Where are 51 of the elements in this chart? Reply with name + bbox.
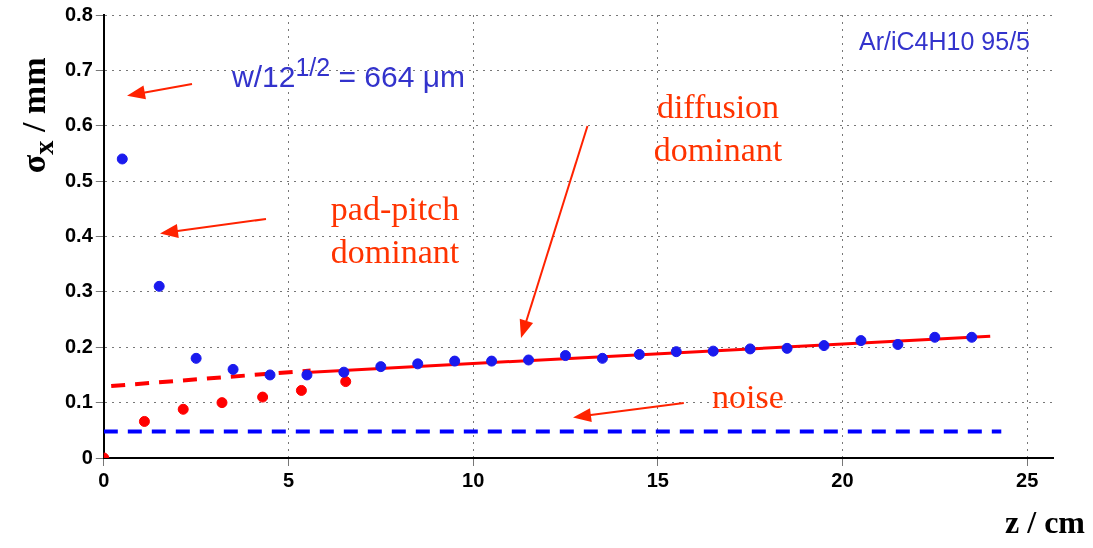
y-tick-label: 0.3 — [64, 279, 93, 302]
y-tick-label: 0 — [81, 445, 93, 468]
point — [153, 280, 165, 292]
point — [264, 369, 276, 381]
point — [633, 348, 645, 360]
point — [744, 343, 756, 355]
point — [670, 346, 682, 358]
x-tick-label: 0 — [98, 468, 110, 491]
point — [116, 153, 128, 165]
point — [177, 403, 189, 415]
point — [216, 397, 228, 409]
x-tick-label: 10 — [462, 468, 485, 491]
point — [855, 335, 867, 347]
x-tick-label: 15 — [646, 468, 669, 491]
point — [295, 384, 307, 396]
point — [449, 355, 461, 367]
y-tick-label: 0.6 — [64, 113, 93, 136]
point — [138, 415, 150, 427]
point — [412, 358, 424, 370]
point — [818, 340, 830, 352]
y-tick-label: 0.5 — [64, 168, 93, 191]
point — [340, 376, 352, 388]
annotation: Ar/iC4H10 95/5 — [858, 26, 1030, 57]
point — [338, 366, 350, 378]
point — [523, 354, 535, 366]
x-tick-label: 20 — [831, 468, 854, 491]
point — [190, 352, 202, 364]
y-tick-label: 0.2 — [64, 334, 93, 357]
x-tick-label: 5 — [282, 468, 295, 491]
annotation: pad-pitch dominant — [329, 189, 461, 272]
point — [966, 331, 978, 343]
y-tick-label: 0.1 — [64, 390, 93, 413]
point — [257, 391, 269, 403]
x-axis-title: z / cm — [1005, 504, 1085, 541]
point — [486, 355, 498, 367]
y-tick-label: 0.8 — [64, 2, 93, 25]
annotation: noise — [712, 377, 785, 417]
point — [781, 342, 793, 354]
point — [596, 352, 608, 364]
y-tick-label: 0.4 — [64, 224, 94, 247]
point — [892, 338, 904, 350]
x-tick-label: 25 — [1016, 468, 1039, 491]
annotation: w/12$^{1/2}$ = 664 μm — [232, 52, 466, 95]
point — [227, 363, 239, 375]
point — [929, 331, 941, 343]
y-tick-label: 0.7 — [64, 57, 93, 80]
point — [559, 350, 571, 362]
annotation: diffusion dominant — [652, 87, 784, 170]
point — [707, 345, 719, 357]
point — [301, 369, 313, 381]
point — [375, 361, 387, 373]
